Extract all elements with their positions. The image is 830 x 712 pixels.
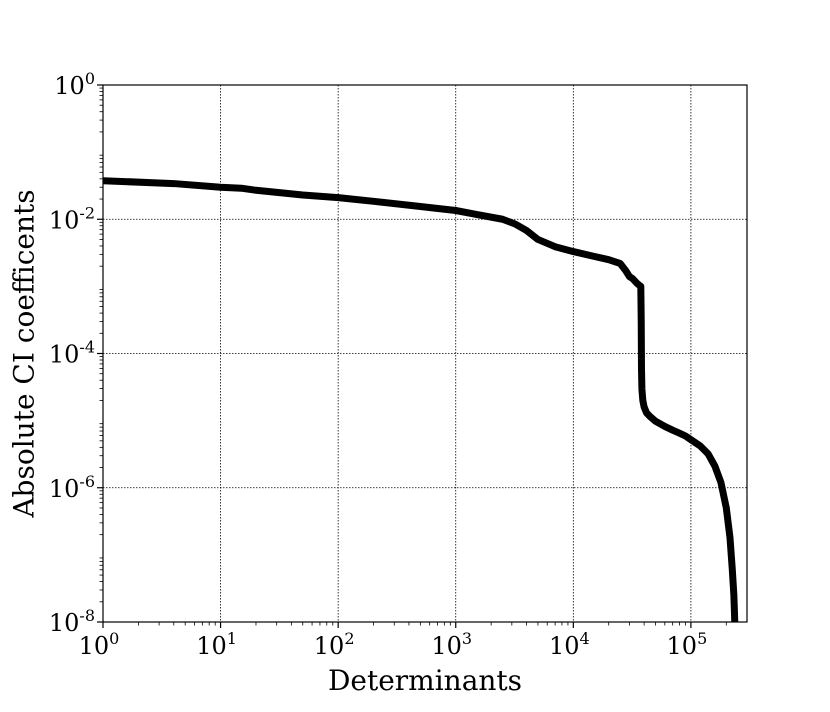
x-tick-label: 103 xyxy=(431,629,472,660)
x-tick-label: 100 xyxy=(79,629,120,660)
axis-ticks xyxy=(97,84,727,628)
series-line xyxy=(102,177,739,623)
y-tick-label: 10-6 xyxy=(49,472,95,503)
x-tick-label: 104 xyxy=(549,629,590,660)
y-axis-label: Absolute CI coefficents xyxy=(8,189,41,518)
x-axis-label: Determinants xyxy=(328,664,522,697)
grid-lines xyxy=(103,85,747,622)
x-tick-label: 102 xyxy=(314,629,355,660)
y-tick-label: 10-4 xyxy=(49,338,95,369)
x-tick-label: 101 xyxy=(196,629,237,660)
y-tick-label: 10-8 xyxy=(49,606,95,637)
y-tick-label: 100 xyxy=(54,69,95,100)
x-tick-label: 105 xyxy=(667,629,708,660)
y-tick-label: 10-2 xyxy=(49,203,95,234)
tick-labels: 100 101 102 103 104 105 100 10-2 10-4 10-6 10-8 xyxy=(49,69,707,660)
